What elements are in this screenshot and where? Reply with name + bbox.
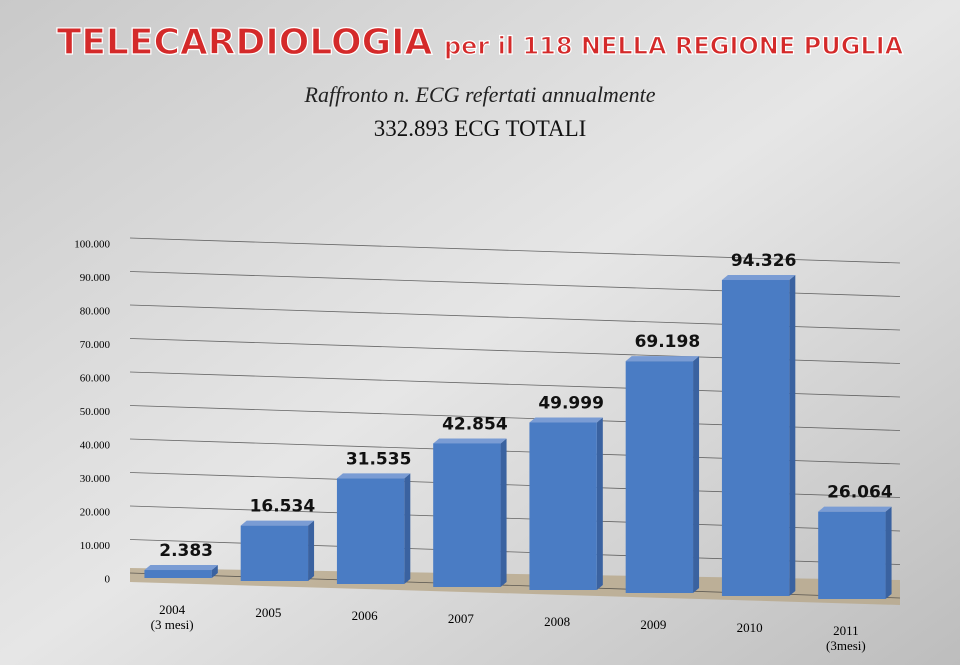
x-tick-label: 2007 [448, 611, 475, 626]
grid-line [129, 237, 901, 264]
bar-top [625, 356, 700, 362]
value-label: 31.535 [346, 449, 412, 469]
bar-top [433, 438, 507, 444]
bar [433, 443, 501, 587]
x-tick-label: 2009 [640, 617, 666, 632]
bar [818, 511, 886, 599]
bar-top [818, 506, 892, 512]
value-label: 42.854 [442, 414, 508, 434]
y-tick-label: 30.000 [80, 473, 111, 485]
floor [130, 568, 900, 605]
bar-side [404, 473, 411, 584]
y-tick-label: 90.000 [80, 272, 111, 284]
y-tick-label: 0 [105, 574, 111, 586]
x-tick-label: 2005 [255, 605, 281, 620]
value-label: 69.198 [635, 332, 701, 352]
bar [625, 361, 694, 593]
bar-top [336, 473, 411, 479]
bar-side [693, 356, 700, 593]
title-rest: per il 118 NELLA REGIONE PUGLIA [444, 32, 904, 60]
x-tick-label: 2008 [544, 614, 570, 629]
value-label: 16.534 [250, 497, 316, 517]
bar-top [529, 417, 603, 423]
bar [721, 280, 790, 596]
bar [336, 478, 405, 584]
bar-top [144, 565, 218, 571]
x-tick-label: 2010 [737, 620, 763, 635]
subtitle: Raffronto n. ECG refertati annualmente [304, 82, 656, 107]
bar [144, 570, 212, 578]
y-tick-label: 80.000 [80, 306, 111, 318]
y-tick-label: 60.000 [80, 373, 111, 385]
bar-side [885, 506, 892, 599]
bar-side [308, 520, 315, 581]
value-label: 49.999 [538, 394, 604, 414]
title-main: TELECARDIOLOGIA [57, 22, 433, 63]
bar [240, 525, 309, 581]
bar-side [789, 275, 796, 596]
y-tick-label: 10.000 [80, 540, 111, 552]
y-tick-label: 40.000 [80, 440, 111, 452]
value-label: 26.064 [827, 483, 893, 503]
value-label: 2.383 [159, 541, 213, 561]
x-tick-label: 2004 (3 mesi) [151, 602, 194, 632]
x-tick-label: 2006 [352, 608, 379, 623]
value-label: 94.326 [731, 251, 797, 271]
bar-side [211, 565, 218, 578]
title: TELECARDIOLOGIA per il 118 NELLA REGIONE… [57, 22, 904, 63]
x-tick-label: 2011 (3mesi) [826, 623, 866, 653]
bar [529, 422, 597, 590]
bar-side [500, 438, 507, 587]
y-tick-label: 70.000 [80, 339, 111, 351]
y-tick-label: 100.000 [74, 239, 110, 251]
y-tick-label: 50.000 [80, 406, 111, 418]
bar-side [596, 417, 603, 590]
y-tick-label: 20.000 [80, 507, 111, 519]
total: 332.893 ECG TOTALI [374, 116, 587, 141]
bar-top [240, 520, 315, 526]
bar-top [721, 275, 796, 281]
